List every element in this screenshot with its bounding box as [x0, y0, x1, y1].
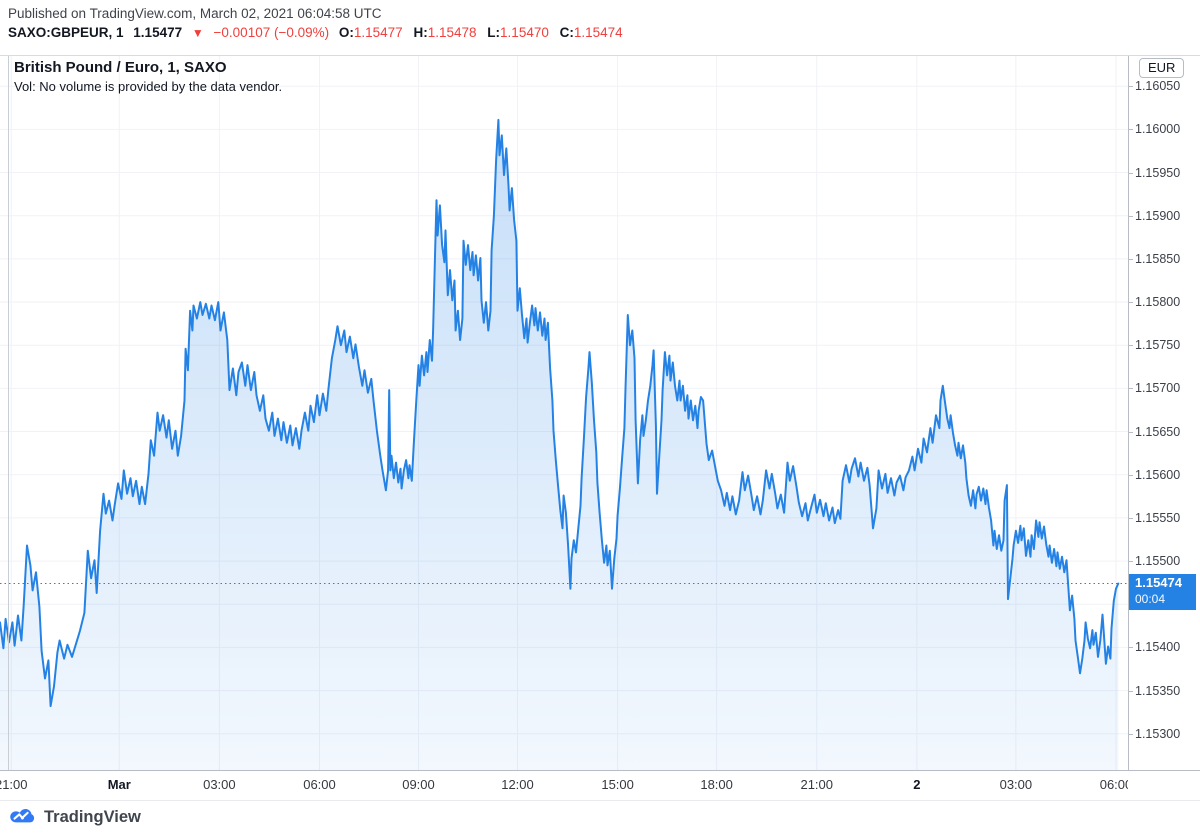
area-fill	[0, 119, 1119, 770]
price-line	[0, 118, 1120, 708]
price-scale-label: 1.15700	[1135, 381, 1181, 396]
footer: TradingView	[0, 801, 1200, 838]
volume-note: Vol: No volume is provided by the data v…	[14, 79, 283, 94]
price-scale-label: 1.15950	[1135, 165, 1181, 180]
ohlc-low-label: L:	[487, 25, 501, 40]
pane-left-border	[8, 56, 9, 770]
time-axis-border-extension	[1128, 770, 1200, 771]
bar-countdown: 00:04	[1135, 591, 1166, 606]
price-scale-tick	[1129, 561, 1133, 563]
price-scale-label: 1.16000	[1135, 122, 1181, 137]
price-scale-label: 1.15300	[1135, 726, 1181, 741]
price-scale-tick	[1129, 474, 1133, 476]
price-scale-tick	[1129, 129, 1133, 131]
price-scale[interactable]: 1.16050 1.16000 1.15950 1.15900 1.15850 1.158…	[1128, 56, 1200, 770]
time-axis[interactable]: 21:00 Mar 03:00 06:00 09:00 12:00 15:00 18:00 21…	[0, 770, 1128, 801]
ohlc-close-label: C:	[559, 25, 574, 40]
price-scale-label: 1.15850	[1135, 251, 1181, 266]
ohlc-open-label: O:	[338, 25, 354, 40]
price-scale-tick	[1129, 345, 1133, 347]
price-scale-tick	[1129, 172, 1133, 174]
ohlc-high-value: 1.15478	[427, 25, 477, 40]
price-scale-label: 1.15650	[1135, 424, 1181, 439]
price-scale-label: 1.15350	[1135, 683, 1181, 698]
footer-separator	[0, 800, 1200, 801]
price-scale-tick	[1129, 86, 1133, 88]
time-axis-label: 09:00	[402, 777, 435, 792]
last-price-badge: 1.15474 00:04	[1129, 573, 1196, 610]
price-scale-tick	[1129, 517, 1133, 519]
last-price-badge-value: 1.15474	[1135, 574, 1182, 590]
ohlc-close-value: 1.15474	[573, 25, 623, 40]
price-scale-tick	[1129, 388, 1133, 390]
time-axis-label: 21:00	[0, 777, 28, 792]
currency-badge: EUR	[1139, 58, 1185, 78]
tradingview-wordmark: TradingView	[44, 808, 141, 826]
down-triangle-icon: ▼	[191, 26, 204, 40]
price-scale-tick	[1129, 258, 1133, 260]
time-axis-label: 06:00	[303, 777, 336, 792]
price-scale-label: 1.15550	[1135, 510, 1181, 525]
tradingview-cloud-icon	[10, 808, 35, 823]
ohlc-low-value: 1.15470	[500, 25, 549, 40]
chart-legend: British Pound / Euro, 1, SAXO Vol: No vo…	[14, 59, 282, 94]
chart-plot-area[interactable]: British Pound / Euro, 1, SAXO Vol: No vo…	[0, 56, 1128, 770]
time-axis-label: 15:00	[601, 777, 634, 792]
ohlc-high-label: H:	[413, 25, 428, 40]
price-scale-label: 1.15800	[1135, 295, 1181, 310]
time-axis-label: 18:00	[700, 777, 733, 792]
chart-title: British Pound / Euro, 1, SAXO	[14, 59, 227, 76]
price-scale-label: 1.15600	[1135, 467, 1181, 482]
price-change: −0.00107 (−0.09%)	[213, 25, 330, 40]
price-scale-tick	[1129, 215, 1133, 217]
price-scale-tick	[1129, 647, 1133, 649]
pane-top-border	[0, 55, 1200, 56]
ohlc-open-value: 1.15477	[353, 25, 403, 40]
symbol-name: SAXO:GBPEUR, 1	[8, 25, 124, 40]
time-axis-label: 21:00	[800, 777, 834, 792]
price-line-chart[interactable]	[0, 56, 1128, 770]
time-axis-label: 03:00	[999, 777, 1033, 792]
price-scale-tick	[1129, 431, 1133, 433]
price-scale-label: 1.16050	[1135, 79, 1181, 94]
price-scale-label: 1.15500	[1135, 554, 1181, 569]
price-scale-tick	[1129, 690, 1133, 692]
time-axis-label: 12:00	[501, 777, 534, 792]
price-scale-label: 1.15400	[1135, 640, 1181, 655]
price-scale-label: 1.15900	[1135, 208, 1181, 223]
time-axis-label: 06:00	[1099, 777, 1128, 792]
price-scale-tick	[1129, 302, 1133, 304]
price-scale-tick	[1129, 733, 1133, 735]
time-axis-label: 03:00	[203, 777, 236, 792]
time-axis-label: 2	[913, 777, 921, 792]
published-line: Published on TradingView.com, March 02, …	[8, 6, 382, 21]
tradingview-logo-link[interactable]: TradingView	[10, 808, 141, 827]
last-price: 1.15477	[133, 25, 183, 40]
price-scale-label: 1.15750	[1135, 338, 1181, 353]
symbol-status-line: SAXO:GBPEUR, 1 1.15477 ▼ −0.00107 (−0.09…	[8, 25, 630, 40]
time-axis-label: Mar	[107, 777, 131, 792]
